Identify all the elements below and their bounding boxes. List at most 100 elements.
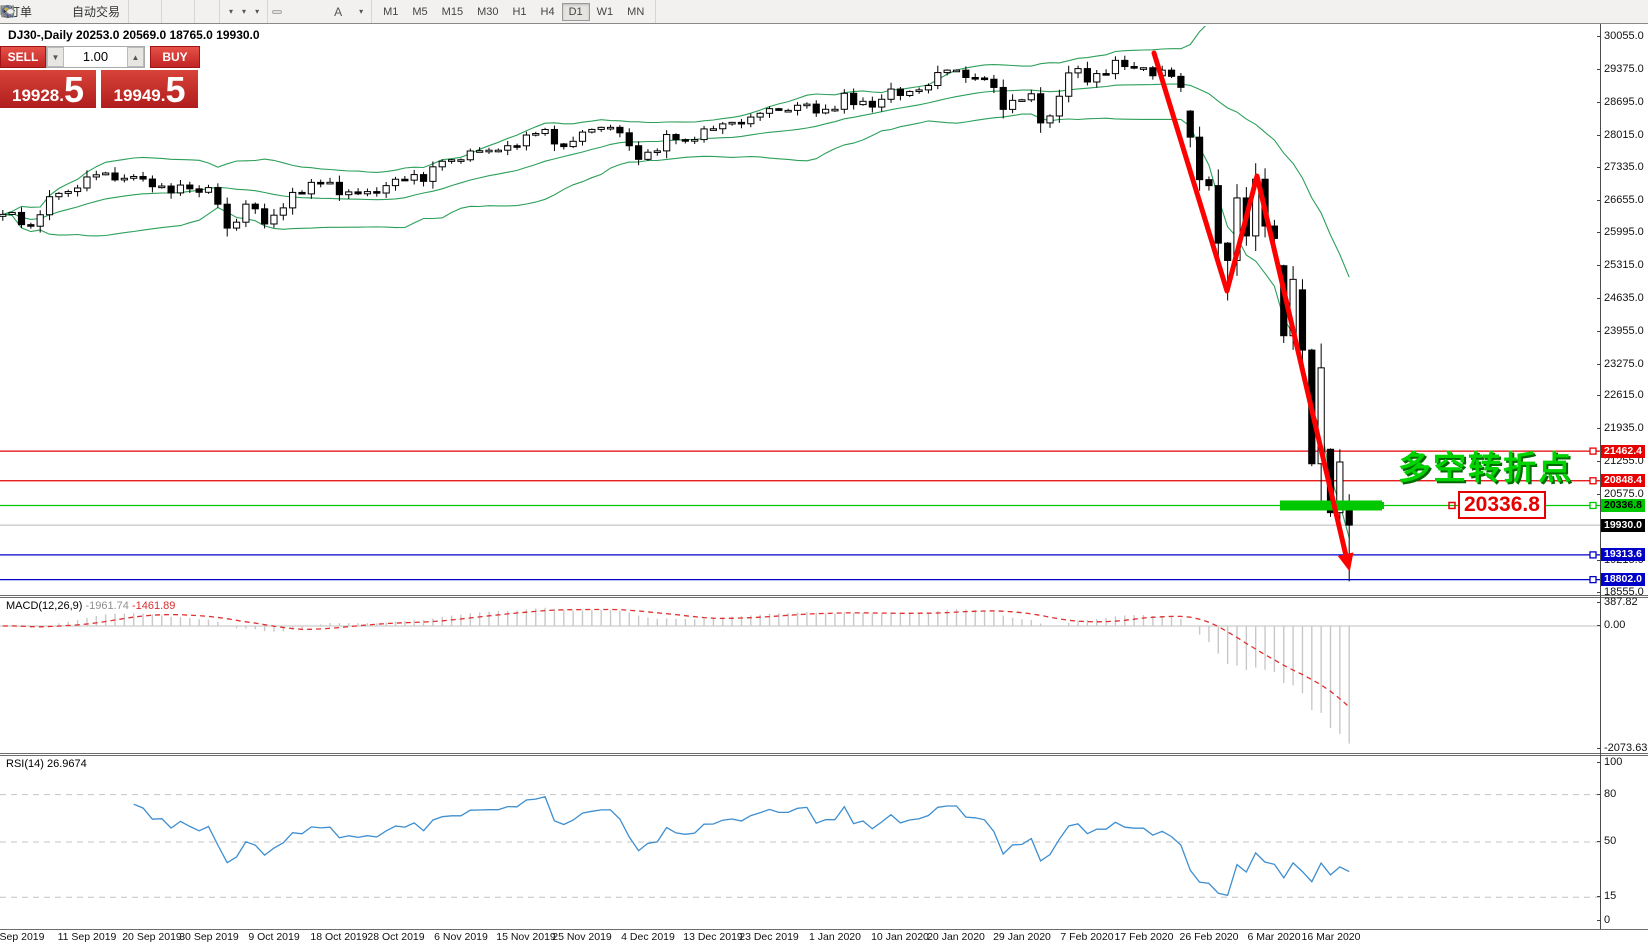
candle [1121,55,1129,71]
candle-body [410,174,418,181]
gold-button[interactable] [3,6,44,16]
timeframe-h4[interactable]: H4 [540,5,555,18]
date-label: Sep 2019 [0,931,45,943]
search-button[interactable] [2,6,1636,18]
buy-button[interactable]: BUY [150,46,200,68]
toolbar-group-right [0,0,1648,23]
macd-tick-mark [1597,748,1601,749]
line-edge-handle[interactable] [1589,551,1597,559]
chart-shift-button[interactable] [1,6,215,17]
candle-body [737,121,746,125]
price-box-anchor[interactable] [1448,501,1456,510]
line-edge-handle[interactable] [1589,575,1597,584]
autotrade-label: 自动交易 [72,5,121,19]
add-indicator-button[interactable]: ▾ [0,5,237,18]
channel-button[interactable]: E [1,5,322,19]
candle-body [111,172,119,181]
timeframe-mn[interactable]: MN [627,5,645,18]
tile-windows-button[interactable] [1,5,190,18]
candle-body [270,214,278,225]
turning-point-annotation[interactable]: 多空转折点 [1398,448,1573,487]
line-edge-handle[interactable] [1589,477,1597,485]
candle-body [139,175,147,180]
zoom-in-button[interactable] [1,5,174,18]
date-label: 6 Mar 2020 [1247,931,1301,943]
autoscroll-button[interactable] [1,6,207,17]
timeframe-d1[interactable]: D1 [561,2,590,21]
candle-body [148,178,157,188]
hline-button[interactable] [1,10,306,13]
rsi-tick-label: 0 [1604,914,1611,926]
toolbar-group-shift [1,0,221,23]
rsi-pane[interactable] [0,756,1600,928]
sell-button[interactable]: SELL [0,46,46,68]
candle-body [102,172,110,176]
fibonacci-button[interactable]: F [1,6,330,19]
candle [1074,65,1082,79]
trendline-button[interactable] [2,6,314,17]
price-box-annotation[interactable]: 20336.8 [1458,491,1546,519]
candle [186,181,194,194]
timeframe-w1[interactable]: W1 [596,5,614,18]
candle [971,73,979,81]
template-button[interactable]: ▾ [1,6,263,17]
profile-button[interactable] [1,5,52,18]
pane-separator[interactable] [0,755,1648,756]
timeframe-h1[interactable]: H1 [512,5,527,18]
cursor-button[interactable] [3,5,283,18]
vline-button[interactable] [6,5,298,18]
candle-body [1167,69,1176,77]
price-tick-mark [1597,265,1601,266]
candle [382,182,390,198]
date-label: 13 Dec 2019 [683,931,743,943]
pane-separator[interactable] [0,597,1648,598]
period-button[interactable]: ▾ [1,5,250,18]
candle [0,209,7,221]
candles-chart-button[interactable] [1,5,149,18]
pane-separator[interactable] [0,753,1648,754]
candle [139,171,147,182]
timeframe-m15[interactable]: M15 [441,5,464,18]
chat-button[interactable] [0,6,1644,18]
bars-chart-button[interactable] [1,6,141,17]
pane-separator[interactable] [0,595,1648,596]
label-button[interactable]: T [1,5,354,17]
volume-decrease-button[interactable]: ▼ [47,47,64,67]
candle-body [597,126,605,130]
price-chart[interactable] [0,26,1600,595]
candle-body [92,174,100,178]
sell-price-button[interactable]: 19928. 5 [0,70,96,108]
candle [354,188,362,196]
candle [326,177,334,185]
timeframe-m5[interactable]: M5 [412,5,428,18]
candle-body [195,188,203,193]
signal-button[interactable] [1,8,60,17]
candle [410,169,418,185]
candle [111,167,119,182]
macd-pane[interactable] [0,598,1600,753]
zoom-out-button[interactable] [1,5,182,18]
text-button[interactable]: A [330,4,346,20]
green-line-handle[interactable] [1377,501,1384,509]
candle-body [298,191,306,195]
candle-body [878,98,886,108]
shapes-button[interactable]: ▾ [2,5,367,18]
volume-increase-button[interactable]: ▲ [127,47,144,67]
trend-arrow[interactable] [1151,50,1350,563]
autotrade-button[interactable]: 自动交易 [0,2,124,21]
line-edge-handle[interactable] [1589,447,1597,455]
crosshair-button[interactable] [1,5,290,18]
timeframe-m30[interactable]: M30 [477,5,499,18]
line-chart-button[interactable] [1,6,157,16]
chat-icon [0,6,15,18]
timeframe-m1[interactable]: M1 [383,5,399,18]
candle-body [784,109,792,113]
price-tick-label: 21255.0 [1604,455,1644,467]
candle [578,129,587,146]
candle-body [1149,67,1157,77]
market-button[interactable] [1,8,68,18]
buy-price-button[interactable]: 19949. 5 [101,70,198,108]
highlight-rectangle[interactable] [1280,500,1382,511]
volume-input[interactable]: 1.00 [82,49,109,64]
line-edge-handle[interactable] [1589,501,1597,510]
